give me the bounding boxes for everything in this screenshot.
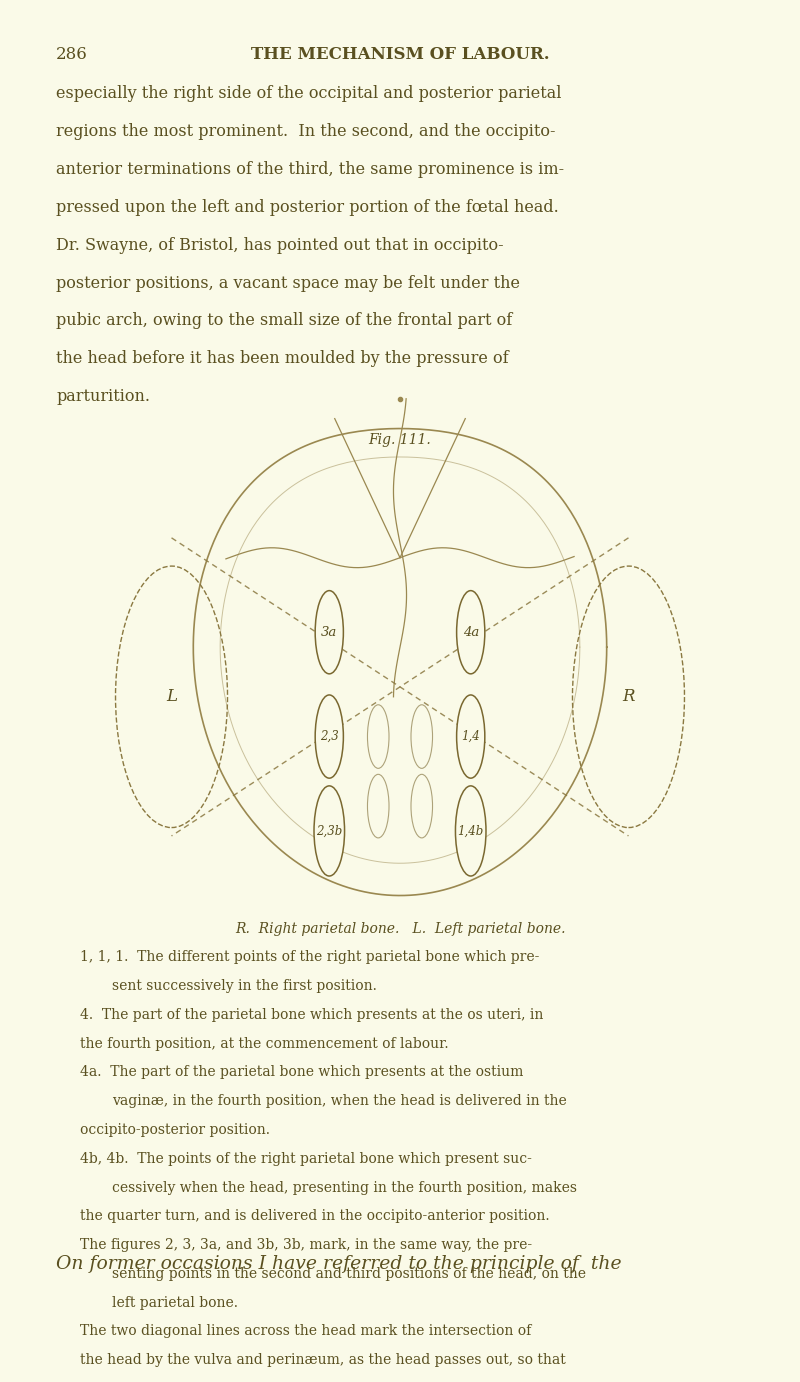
Text: On former occasions I have referred to the principle of  the: On former occasions I have referred to t… [56, 1255, 622, 1273]
Ellipse shape [315, 590, 343, 674]
Text: parturition.: parturition. [56, 388, 150, 405]
Text: 4​b, 4​b.  The points of the right parietal bone which present suc-: 4​b, 4​b. The points of the right pariet… [80, 1151, 532, 1166]
Text: pubic arch, owing to the small size of the frontal part of: pubic arch, owing to the small size of t… [56, 312, 512, 329]
Text: 1,4b: 1,4b [458, 825, 484, 837]
Ellipse shape [455, 786, 486, 876]
Text: the quarter turn, and is delivered in the occipito-anterior position.: the quarter turn, and is delivered in th… [80, 1209, 550, 1223]
Text: regions the most prominent.  In the second, and the occipito-: regions the most prominent. In the secon… [56, 123, 555, 140]
Text: L: L [166, 688, 177, 705]
Text: R.  Right parietal bone.   L.  Left parietal bone.: R. Right parietal bone. L. Left parietal… [234, 922, 566, 936]
Text: Dr. Swayne, of Bristol, has pointed out that in occipito-: Dr. Swayne, of Bristol, has pointed out … [56, 236, 504, 254]
Text: especially the right side of the occipital and posterior parietal: especially the right side of the occipit… [56, 84, 562, 102]
Ellipse shape [457, 695, 485, 778]
Text: senting points in the second and third positions of the head, on the: senting points in the second and third p… [112, 1267, 586, 1281]
Text: R: R [622, 688, 634, 705]
Text: 286: 286 [56, 46, 88, 62]
Text: anterior terminations of the third, the same prominence is im-: anterior terminations of the third, the … [56, 160, 564, 178]
Text: the fourth position, at the commencement of labour.: the fourth position, at the commencement… [80, 1036, 449, 1050]
Ellipse shape [315, 695, 343, 778]
Text: 1, 1, 1.  The different points of the right parietal bone which pre-: 1, 1, 1. The different points of the rig… [80, 951, 539, 965]
Text: the head before it has been moulded by the pressure of: the head before it has been moulded by t… [56, 351, 509, 368]
Text: 2,3b: 2,3b [316, 825, 342, 837]
Text: pressed upon the left and posterior portion of the fœtal head.: pressed upon the left and posterior port… [56, 199, 558, 216]
Text: 4.  The part of the parietal bone which presents at the os uteri, in: 4. The part of the parietal bone which p… [80, 1007, 543, 1021]
Ellipse shape [314, 786, 345, 876]
Text: 3a: 3a [321, 626, 338, 638]
Text: sent successively in the first position.: sent successively in the first position. [112, 980, 377, 994]
Text: 1,4: 1,4 [462, 730, 480, 744]
Text: 4​a.  The part of the parietal bone which presents at the ostium: 4​a. The part of the parietal bone which… [80, 1066, 523, 1079]
Text: cessively when the head, presenting in the fourth position, makes: cessively when the head, presenting in t… [112, 1180, 577, 1194]
Text: occipito-posterior position.: occipito-posterior position. [80, 1124, 270, 1137]
Text: Fig. 111.: Fig. 111. [369, 433, 431, 446]
Text: 4a: 4a [462, 626, 479, 638]
Text: THE MECHANISM OF LABOUR.: THE MECHANISM OF LABOUR. [250, 46, 550, 62]
Text: vaginæ, in the fourth position, when the head is delivered in the: vaginæ, in the fourth position, when the… [112, 1095, 566, 1108]
Text: posterior positions, a vacant space may be felt under the: posterior positions, a vacant space may … [56, 275, 520, 292]
Text: the head by the vulva and perinæum, as the head passes out, so that: the head by the vulva and perinæum, as t… [80, 1353, 566, 1367]
Ellipse shape [457, 590, 485, 674]
Text: The two diagonal lines across the head mark the intersection of: The two diagonal lines across the head m… [80, 1324, 531, 1338]
Text: left parietal bone.: left parietal bone. [112, 1295, 238, 1310]
Text: The figures 2, 3, 3​a, and 3​b, 3​b, mark, in the same way, the pre-: The figures 2, 3, 3​a, and 3​b, 3​b, mar… [80, 1238, 532, 1252]
Text: 2,3: 2,3 [320, 730, 338, 744]
